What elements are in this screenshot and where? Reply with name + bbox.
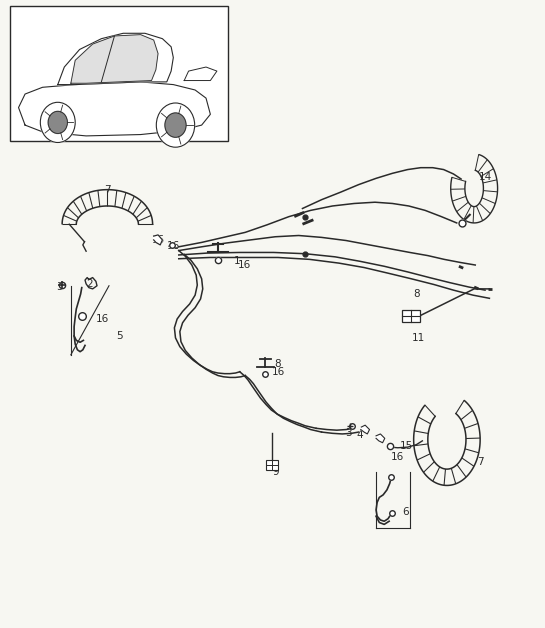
Polygon shape (58, 33, 173, 85)
Text: 7: 7 (105, 185, 111, 195)
Text: 16: 16 (391, 452, 404, 462)
Text: 3: 3 (57, 282, 63, 292)
Polygon shape (376, 434, 385, 443)
Circle shape (165, 113, 186, 138)
Text: 15: 15 (399, 441, 413, 451)
Text: 11: 11 (412, 333, 425, 343)
Text: 7: 7 (477, 457, 484, 467)
Polygon shape (361, 425, 370, 434)
Text: 16: 16 (167, 241, 180, 251)
Text: 14: 14 (479, 172, 492, 182)
Bar (266, 460, 278, 470)
Text: 8: 8 (275, 359, 281, 369)
Polygon shape (184, 67, 217, 80)
Text: 5: 5 (117, 331, 123, 341)
Text: 6: 6 (403, 507, 409, 517)
Bar (402, 310, 420, 322)
Text: 2: 2 (87, 279, 93, 289)
Text: 3: 3 (346, 428, 352, 438)
Text: 8: 8 (414, 289, 420, 299)
Polygon shape (71, 35, 158, 84)
Text: 15: 15 (152, 235, 165, 245)
Text: 9: 9 (272, 467, 278, 477)
Bar (10, 6, 228, 141)
Text: 16: 16 (238, 260, 251, 270)
Polygon shape (154, 235, 162, 245)
Text: 1: 1 (234, 256, 240, 266)
Text: 16: 16 (96, 314, 109, 324)
Text: 4: 4 (356, 430, 363, 440)
Circle shape (156, 103, 195, 147)
Circle shape (48, 111, 68, 133)
Polygon shape (19, 82, 210, 136)
Text: 16: 16 (271, 367, 284, 377)
Circle shape (40, 102, 75, 143)
